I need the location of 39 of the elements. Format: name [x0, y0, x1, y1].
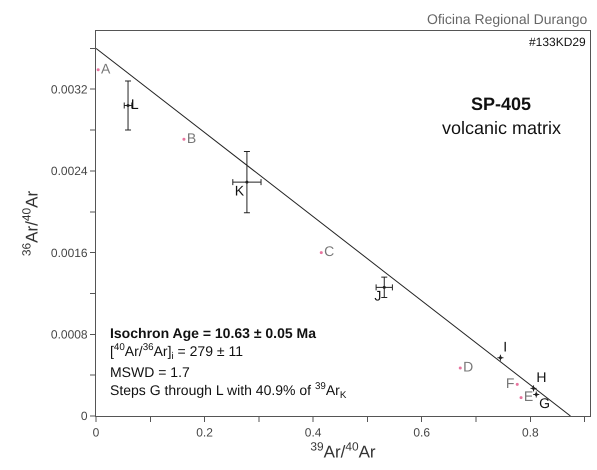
point	[245, 180, 248, 184]
x-axis-title: $^{39}$Ar/$^{40}$Ar	[310, 439, 376, 462]
x-tick-label: 0.4	[304, 425, 322, 440]
point	[458, 366, 462, 370]
data-label: C	[324, 243, 334, 260]
x-tick-label: 0.2	[196, 425, 214, 440]
data-label: L	[130, 96, 139, 112]
text: volcanic matrix	[442, 118, 562, 138]
annotation: [$^{40}$Ar/$^{36}$Ar]$_{i}$ = 279 ± 11	[110, 342, 244, 362]
point	[520, 396, 523, 400]
text: SP-405	[471, 94, 532, 114]
data-label: K	[234, 182, 245, 199]
x-tick-label: 0	[92, 425, 100, 440]
annotation: Isochron Age = 10.63 ± 0.05 Ma	[110, 325, 316, 341]
point	[182, 138, 186, 141]
data-label: B	[186, 130, 196, 146]
point	[320, 251, 323, 254]
data-label: A	[101, 60, 112, 76]
annotation: MSWD = 1.7	[110, 364, 190, 380]
text: Oficina Regional Durango	[427, 11, 588, 27]
data-label: F	[506, 374, 514, 391]
x-tick-label: 0.8	[522, 425, 539, 440]
point	[382, 286, 386, 289]
point	[96, 68, 100, 72]
data-label: H	[536, 369, 547, 386]
y-tick-label: 0	[80, 409, 88, 424]
y-tick-label: 0.0008	[50, 328, 88, 342]
x-tick-label: 0.6	[413, 425, 430, 440]
annotation: #133KD29	[529, 35, 586, 49]
y-tick-label: 0.0016	[50, 246, 88, 260]
annotation: Steps G through L with 40.9% of $^{39}$Ar$_{K}$	[110, 381, 347, 401]
y-tick-label: 0.0032	[50, 82, 88, 96]
point	[516, 382, 519, 386]
data-label: I	[503, 338, 508, 354]
data-label: E	[524, 388, 534, 404]
data-label: D	[463, 358, 474, 374]
data-label: G	[539, 394, 550, 411]
y-tick-label: 0.0024	[50, 164, 88, 178]
data-label: J	[374, 288, 382, 304]
